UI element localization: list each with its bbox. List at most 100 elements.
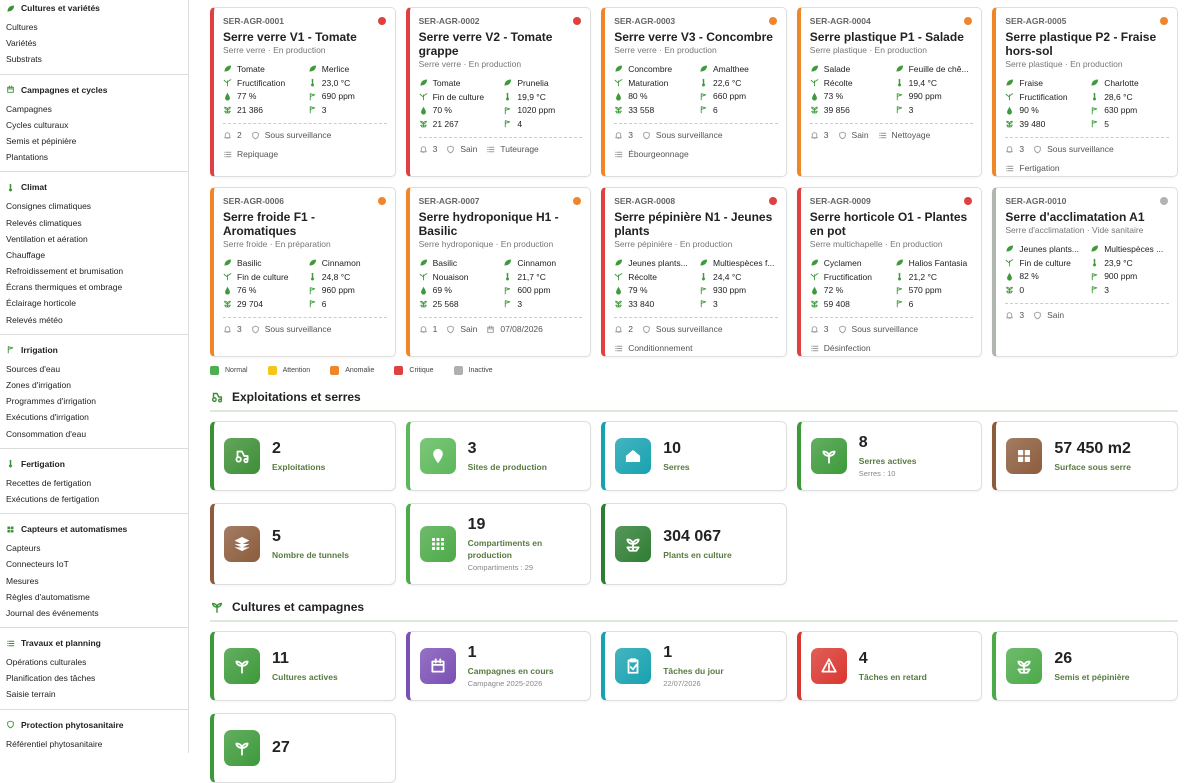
sidebar-link[interactable]: Recettes de fertigation (6, 477, 92, 488)
legend-item: Critique (394, 366, 434, 375)
sidebar-link[interactable]: Cycles culturaux (6, 119, 69, 130)
icon-shape (487, 146, 495, 152)
kpi-card[interactable]: 304 067 Plants en culture (601, 503, 787, 585)
metric-temperature: 21,7 °C (517, 271, 546, 282)
kpi-card[interactable]: 5 Nombre de tunnels (210, 503, 396, 585)
greenhouse-card[interactable]: SER-AGR-0006 Serre froide F1 - Aromatique… (210, 187, 396, 357)
sidebar-link[interactable]: Campagnes (6, 103, 52, 114)
icon-shape (1093, 258, 1097, 267)
sidebar-link[interactable]: Mesures (6, 575, 39, 586)
footer-task: Fertigation (1005, 159, 1060, 176)
sidebar-link[interactable]: Consignes climatiques (6, 201, 92, 212)
metric: Multiespèces ... (1090, 242, 1169, 256)
sidebar-link[interactable]: Exécutions de fertigation (6, 493, 100, 504)
sidebar-link[interactable]: Opérations culturales (6, 657, 87, 668)
metric-sensors: 3 (908, 104, 914, 115)
kpi-card[interactable]: 10 Serres (601, 421, 787, 491)
icon-shape (251, 325, 259, 334)
icon-shape (8, 183, 13, 192)
icon-shape (615, 65, 623, 72)
sidebar-link[interactable]: Référentiel phytosanitaire (6, 738, 103, 749)
sidebar-link[interactable]: Éclairage horticole (6, 298, 76, 309)
metric: 28,6 °C (1090, 90, 1169, 104)
flag-icon (700, 286, 707, 295)
sidebar-link[interactable]: Capteurs (6, 543, 41, 554)
kpi-card[interactable]: 2 Exploitations (210, 421, 396, 491)
icon-shape (420, 106, 426, 115)
sprout-icon (235, 660, 249, 674)
kpi-card[interactable]: 57 450 m2 Surface sous serre (992, 421, 1178, 491)
metric: 3 (895, 103, 974, 117)
greenhouse-card[interactable]: SER-AGR-0003 Serre verre V3 - Concombre Se… (601, 7, 787, 177)
sidebar-link[interactable]: Zones d'irrigation (6, 380, 71, 390)
metric-sensors: 3 (321, 104, 327, 115)
kpi-card[interactable]: 19 Compartiments en production Compartimen… (405, 503, 592, 585)
sidebar-link[interactable]: Refroidissement et brumisation (6, 266, 124, 277)
kpi-label: Nombre de tunnels (272, 549, 349, 560)
kpi-card[interactable]: 8 Serres actives Serres : 10 (796, 421, 983, 491)
clip-icon (627, 658, 639, 674)
metric-sensors: 6 (908, 298, 914, 309)
kpi-card[interactable]: 4 Tâches en retard (796, 631, 983, 701)
kpi-card[interactable]: 27 (210, 713, 396, 783)
greenhouse-card[interactable]: SER-AGR-0009 Serre horticole O1 - Plantes… (796, 187, 983, 357)
metrics: Jeunes plants... Multiespèces f... Récolte… (614, 256, 778, 311)
status-dot (573, 197, 582, 205)
sidebar-link[interactable]: Écrans thermiques et ombrage (6, 282, 123, 293)
metric-plants: 39 856 (823, 104, 850, 115)
section-title-text: Irrigation (21, 344, 58, 355)
sidebar-link[interactable]: Relevés climatiques (6, 217, 82, 228)
tractor-icon (211, 392, 223, 403)
sidebar-link[interactable]: Règles d'automatisme (6, 591, 90, 602)
sidebar: Cultures et variétés Cultures Variétés Subs… (0, 0, 189, 753)
sidebar-link[interactable]: Observations sanitaires (6, 752, 182, 753)
greenhouse-card[interactable]: SER-AGR-0004 Serre plastique P1 - Salade S… (796, 7, 983, 177)
kpi-card[interactable]: 11 Cultures actives (210, 631, 396, 701)
kpi-value: 1 (663, 644, 673, 661)
greenhouse-card[interactable]: SER-AGR-0005 Serre plastique P2 - Fraise … (992, 7, 1178, 177)
sidebar-link[interactable]: Sources d'eau (6, 363, 61, 374)
greenhouse-card[interactable]: SER-AGR-0007 Serre hydroponique H1 - Basi… (405, 187, 592, 357)
greenhouse-card[interactable]: SER-AGR-0001 Serre verre V1 - Tomate Serre… (210, 7, 396, 177)
icon-shape (811, 259, 818, 266)
greenhouse-card[interactable]: SER-AGR-0008 Serre pépinière N1 - Jeunes … (601, 187, 787, 357)
metric-temperature: 19,9 °C (517, 91, 546, 102)
greenhouse-card[interactable]: SER-AGR-0010 Serre d'acclimatation A1 Serr… (992, 187, 1178, 357)
sidebar-link[interactable]: Ventilation et aération (6, 233, 88, 244)
sidebar-link[interactable]: Plantations (6, 152, 49, 163)
sidebar-link[interactable]: Chauffage (6, 249, 46, 260)
sidebar-link[interactable]: Connecteurs IoT (6, 559, 69, 570)
sidebar-link[interactable]: Programmes d'irrigation (6, 396, 96, 407)
metric-temperature: 19,4 °C (908, 77, 938, 88)
kpi-icon (419, 526, 456, 562)
sidebar-link[interactable]: Exécutions d'irrigation (6, 412, 89, 423)
task: Désinfection (823, 343, 871, 354)
metric-temperature: 28,6 °C (1104, 91, 1133, 102)
metric: 23,9 °C (1090, 256, 1169, 270)
kpi-card[interactable]: 1 Tâches du jour 22/07/2026 (601, 631, 787, 701)
metric-variety: Cinnamon (517, 257, 557, 268)
sidebar-link[interactable]: Planification des tâches (6, 673, 96, 684)
kpi-card[interactable]: 26 Semis et pépinière (992, 631, 1178, 701)
sidebar-link[interactable]: Semis et pépinière (6, 135, 77, 146)
icon-shape (700, 300, 707, 308)
kpi-card[interactable]: 3 Sites de production (405, 421, 592, 491)
sidebar-link[interactable]: Variétés (6, 38, 37, 49)
metric: 1020 ppm (503, 103, 582, 117)
icon-shape (431, 658, 445, 673)
metric: 72 % (810, 283, 889, 297)
sidebar-link[interactable]: Relevés météo (6, 314, 63, 325)
metric: Prunelia (503, 76, 582, 90)
sidebar-link[interactable]: Journal des événements (6, 607, 99, 618)
kpi-card[interactable]: 1 Campagnes en cours Campagne 2025-2026 (405, 631, 592, 701)
sidebar-link[interactable]: Saisie terrain (6, 689, 56, 700)
sidebar-link[interactable]: Consommation d'eau (6, 428, 87, 439)
sidebar-link[interactable]: Cultures (6, 22, 38, 32)
sidebar-link[interactable]: Substrats (6, 54, 42, 65)
kpi-grid: 2 Exploitations 3 Sites de production 10 Serr… (210, 421, 1178, 585)
list-icon (224, 151, 232, 157)
leaf-icon (1006, 79, 1014, 86)
greenhouse-card[interactable]: SER-AGR-0002 Serre verre V2 - Tomate grap… (405, 7, 592, 177)
metric-humidity: 80 % (628, 91, 648, 102)
